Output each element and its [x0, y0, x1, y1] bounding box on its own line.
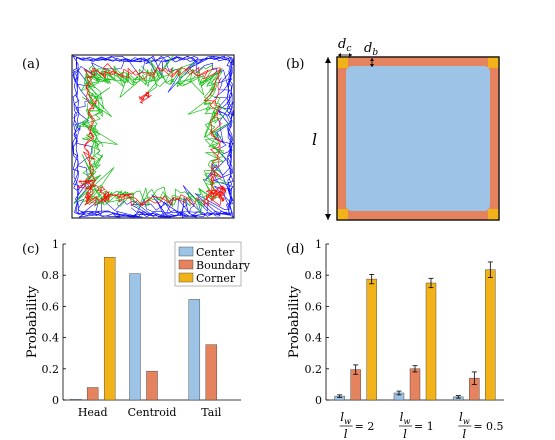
x-tick-label: Tail — [201, 406, 222, 419]
y-tick-label: 0.6 — [305, 300, 323, 313]
legend-swatch — [178, 246, 194, 257]
svg-text:l: l — [462, 427, 466, 440]
db-arrow-heads — [370, 58, 374, 67]
db-label: db — [364, 41, 378, 58]
bar-center-1 — [129, 273, 141, 401]
bar-boundary-0 — [86, 387, 99, 401]
corner-region-bottom-left — [337, 209, 348, 220]
corner-region-top-left — [337, 57, 348, 68]
dc-label: dc — [338, 37, 351, 54]
chart-c: 0 0.2 0.4 0.6 0.8 1 Probability Head Centroid Tai… — [25, 238, 251, 419]
corner-region-bottom-right — [488, 209, 499, 220]
legend-swatch — [178, 272, 194, 283]
x-tick-label: lwl = 2 — [339, 410, 375, 440]
y-tick-label: 0.4 — [305, 332, 323, 345]
svg-text:lw: lw — [459, 410, 470, 426]
y-tick-label: 0.2 — [305, 363, 323, 376]
arena-schematic: dc db l — [312, 37, 500, 221]
bar-boundary-1 — [409, 368, 421, 401]
svg-text:l: l — [403, 427, 407, 440]
bar-center-0 — [69, 399, 82, 401]
svg-text:l: l — [344, 427, 348, 440]
y-tick-label: 0 — [315, 394, 322, 407]
bar-corner-0 — [103, 257, 116, 401]
y-tick-label: 1 — [315, 238, 322, 251]
legend-label: Corner — [196, 272, 236, 285]
legend-label: Boundary — [196, 259, 251, 272]
legend-label: Center — [196, 246, 235, 259]
bar-boundary-2 — [205, 344, 218, 401]
y-tick-label: 0.8 — [305, 269, 323, 282]
bar-corner-1 — [425, 282, 437, 401]
bar-boundary-1 — [146, 370, 158, 401]
corner-region-top-right — [488, 57, 499, 68]
y-tick-label: 1 — [52, 238, 59, 251]
svg-text:lw: lw — [400, 410, 411, 426]
center-region — [346, 66, 490, 211]
x-tick-label: Centroid — [128, 406, 177, 419]
panel-label-b: (b) — [286, 57, 304, 72]
panel-label-c: (c) — [22, 242, 39, 257]
svg-text:= 0.5: = 0.5 — [473, 420, 503, 433]
legend-swatch — [178, 259, 194, 270]
bar-corner-0 — [366, 278, 377, 401]
svg-text:= 1: = 1 — [414, 420, 434, 433]
panel-label-a: (a) — [22, 57, 40, 72]
svg-text:= 2: = 2 — [355, 420, 375, 433]
x-tick-label: Head — [78, 406, 108, 419]
y-axis-label: Probability — [25, 285, 40, 358]
y-tick-label: 0.2 — [42, 363, 60, 376]
y-tick-label: 0.6 — [42, 300, 60, 313]
l-label: l — [312, 130, 317, 149]
x-tick-label: lwl = 1 — [399, 410, 434, 440]
svg-text:lw: lw — [340, 410, 351, 426]
dc-arrow-heads — [338, 53, 352, 57]
bar-corner-2 — [485, 269, 496, 401]
y-tick-label: 0.4 — [42, 332, 60, 345]
y-tick-label: 0 — [52, 394, 59, 407]
arena-border — [336, 56, 500, 221]
trajectory-blue — [72, 55, 234, 218]
bar-center-2 — [188, 299, 201, 401]
x-tick-label: lwl = 0.5 — [458, 410, 504, 440]
trajectory-plot — [71, 54, 235, 219]
panel-label-d: (d) — [286, 242, 304, 257]
y-tick-label: 0.8 — [42, 269, 60, 282]
trajectory-red — [76, 63, 227, 207]
y-axis-label: Probability — [287, 285, 302, 358]
